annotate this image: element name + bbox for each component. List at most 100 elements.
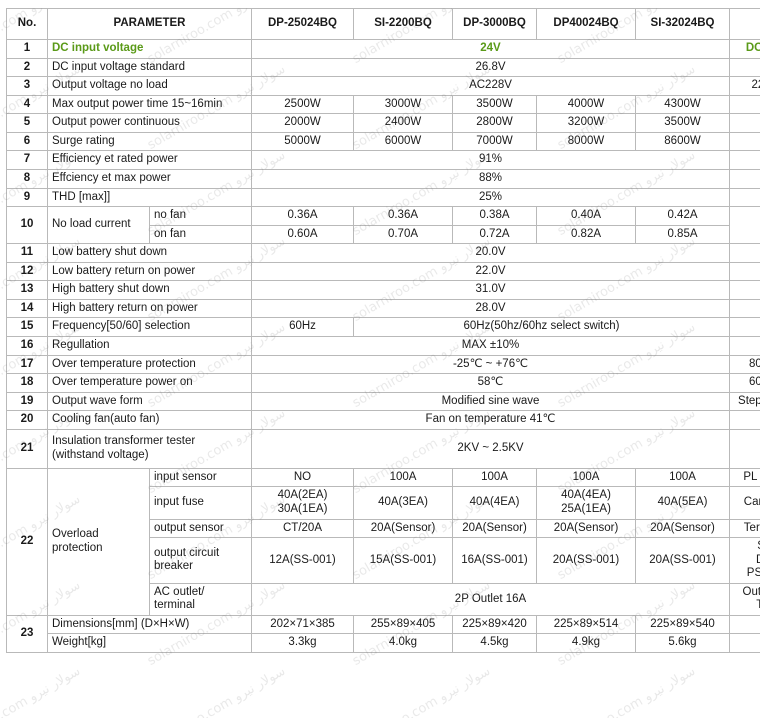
column-header-limit: LIMIT	[730, 9, 760, 40]
row-number: 9	[7, 188, 48, 207]
parameter-value-3: 16A(SS-001)	[453, 538, 537, 584]
parameter-label: Cooling fan(auto fan)	[48, 411, 252, 430]
limit-value: Step form wave	[730, 392, 760, 411]
limit-value: Output socketTerminal	[730, 583, 760, 615]
parameter-value-4: 225×89×514	[537, 615, 636, 634]
parameter-label: Dimensions[mm] (D×H×W)	[48, 615, 252, 634]
limit-value: ±5%	[730, 58, 760, 77]
parameter-value-5: 225×89×540	[636, 615, 730, 634]
parameter-value-4: 0.40A	[537, 207, 636, 226]
header-row: No. PARAMETER DP-25024BQ SI-2200BQ DP-30…	[7, 9, 760, 40]
parameter-value-4: 0.82A	[537, 225, 636, 244]
parameter-label: Efficiency et rated power	[48, 151, 252, 170]
row-number: 23	[7, 615, 48, 652]
parameter-value: MAX ±10%	[252, 337, 730, 356]
parameter-value-1: 40A(2EA)30A(1EA)	[252, 487, 354, 519]
parameter-value-3: 40A(4EA)	[453, 487, 537, 519]
limit-value: ±0.1A	[730, 207, 760, 244]
limit-value: ±10%	[730, 95, 760, 114]
row-number: 15	[7, 318, 48, 337]
limit-value: DC21V~30V	[730, 40, 760, 59]
row-number: 3	[7, 77, 48, 96]
parameter-value: 22.0V	[252, 262, 730, 281]
parameter-value-1: 202×71×385	[252, 615, 354, 634]
limit-value: ±5%	[730, 114, 760, 133]
limit-value: ±3mm	[730, 615, 760, 634]
limit-value: ±5℃	[730, 411, 760, 430]
sub-parameter-label: on fan	[150, 225, 252, 244]
table-head: No. PARAMETER DP-25024BQ SI-2200BQ DP-30…	[7, 9, 760, 40]
parameter-label: Weight[kg]	[48, 634, 252, 653]
parameter-label: High battery return on power	[48, 299, 252, 318]
parameter-label: Low battery shut down	[48, 244, 252, 263]
limit-value: ±1.0V	[730, 244, 760, 263]
parameter-value-5: 8600W	[636, 132, 730, 151]
parameter-value-1: 2000W	[252, 114, 354, 133]
parameter-value: -25℃ ~ +76℃	[252, 355, 730, 374]
column-header-model-2: SI-2200BQ	[354, 9, 453, 40]
row-number: 19	[7, 392, 48, 411]
limit-value: ±0.8Hz	[730, 318, 760, 337]
parameter-value-4: 20A(Sensor)	[537, 519, 636, 538]
parameter-value: Fan on temperature 41℃	[252, 411, 730, 430]
limit-value: PL cable type	[730, 468, 760, 487]
row-number: 10	[7, 207, 48, 244]
parameter-value-1: 0.36A	[252, 207, 354, 226]
row-number: 6	[7, 132, 48, 151]
specification-table: No. PARAMETER DP-25024BQ SI-2200BQ DP-30…	[6, 8, 760, 653]
limit-value: ±10%	[730, 337, 760, 356]
parameter-value-3: 225×89×420	[453, 615, 537, 634]
parameter-value-5: 3500W	[636, 114, 730, 133]
limit-value: ±10%	[730, 132, 760, 151]
parameter-value: 28.0V	[252, 299, 730, 318]
parameter-value-3: 0.72A	[453, 225, 537, 244]
sub-parameter-label: input sensor	[150, 468, 252, 487]
parameter-value-rest: 60Hz(50hz/60hz select switch)	[354, 318, 730, 337]
parameter-label: Output voltage no load	[48, 77, 252, 96]
limit-value: ±1KW	[730, 429, 760, 468]
parameter-value: 58℃	[252, 374, 730, 393]
parameter-value-3: 3500W	[453, 95, 537, 114]
parameter-label: Output power continuous	[48, 114, 252, 133]
column-header-model-1: DP-25024BQ	[252, 9, 354, 40]
parameter-value-1: 5000W	[252, 132, 354, 151]
parameter-value-2: 15A(SS-001)	[354, 538, 453, 584]
parameter-value: 31.0V	[252, 281, 730, 300]
sub-parameter-label: AC outlet/terminal	[150, 583, 252, 615]
parameter-value-3: 7000W	[453, 132, 537, 151]
parameter-value-1: 0.60A	[252, 225, 354, 244]
parameter-value: 88%	[252, 169, 730, 188]
parameter-value-4: 3200W	[537, 114, 636, 133]
row-number: 11	[7, 244, 48, 263]
parameter-label: No load current	[48, 207, 150, 244]
parameter-value-2: 40A(3EA)	[354, 487, 453, 519]
sub-parameter-label: input fuse	[150, 487, 252, 519]
parameter-value-4: 8000W	[537, 132, 636, 151]
parameter-value-5: 0.85A	[636, 225, 730, 244]
parameter-value-2: 3000W	[354, 95, 453, 114]
parameter-value-1: 60Hz	[252, 318, 354, 337]
parameter-label: THD [max]]	[48, 188, 252, 207]
limit-value: 80℃~±5℃	[730, 355, 760, 374]
parameter-value-3: 2800W	[453, 114, 537, 133]
row-number: 13	[7, 281, 48, 300]
parameter-value: 24V	[252, 40, 730, 59]
limit-value: Car fuse type	[730, 487, 760, 519]
parameter-value-4: 4.9kg	[537, 634, 636, 653]
limit-value: MAX	[730, 188, 760, 207]
column-header-model-3: DP-3000BQ	[453, 9, 537, 40]
parameter-value-3: 100A	[453, 468, 537, 487]
